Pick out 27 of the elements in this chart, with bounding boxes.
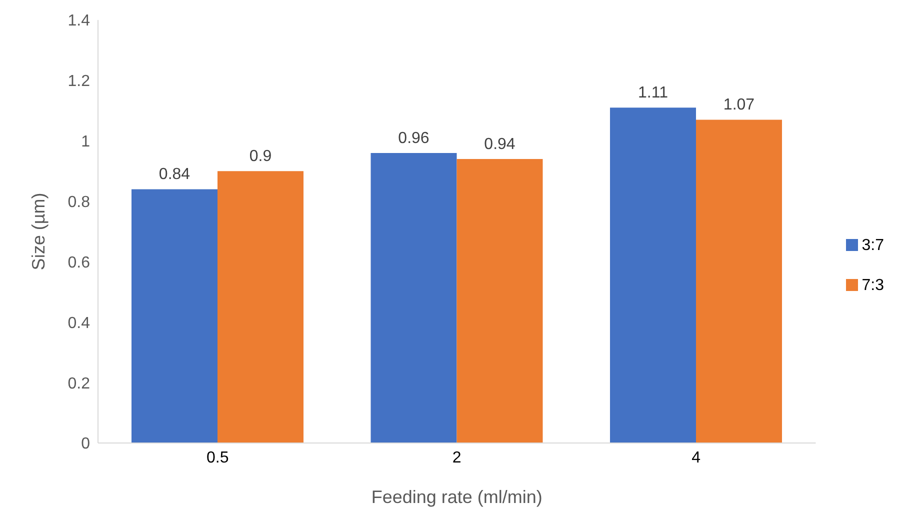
y-axis-title: Size (µm) [28, 192, 48, 270]
x-tick-label: 4 [692, 449, 701, 466]
y-tick-label: 0.6 [68, 254, 90, 272]
legend-label: 7:3 [862, 276, 884, 294]
y-tick-label: 1 [81, 134, 90, 151]
x-axis-title: Feeding rate (ml/min) [371, 487, 542, 507]
bar [456, 158, 543, 443]
legend-label: 3:7 [862, 236, 884, 254]
bar [131, 189, 218, 443]
y-tick-label: 1.4 [68, 12, 90, 30]
y-tick-label: 0.2 [68, 375, 90, 392]
data-label: 1.07 [723, 96, 755, 114]
y-tick-label: 0.4 [68, 314, 90, 332]
bar [370, 152, 457, 443]
y-tick-label: 0 [81, 436, 90, 453]
x-tick-label: 0.5 [206, 449, 229, 466]
bar [217, 171, 304, 443]
y-tick-label: 0.8 [68, 194, 90, 211]
data-label: 1.11 [638, 84, 668, 102]
data-label: 0.9 [249, 148, 272, 166]
data-label: 0.84 [158, 166, 190, 184]
x-tick-label: 2 [452, 449, 462, 466]
data-label: 0.94 [484, 136, 516, 153]
bar [610, 108, 696, 443]
y-tick-label: 1.2 [68, 73, 90, 90]
bar [696, 120, 782, 443]
data-label: 0.96 [398, 130, 430, 147]
